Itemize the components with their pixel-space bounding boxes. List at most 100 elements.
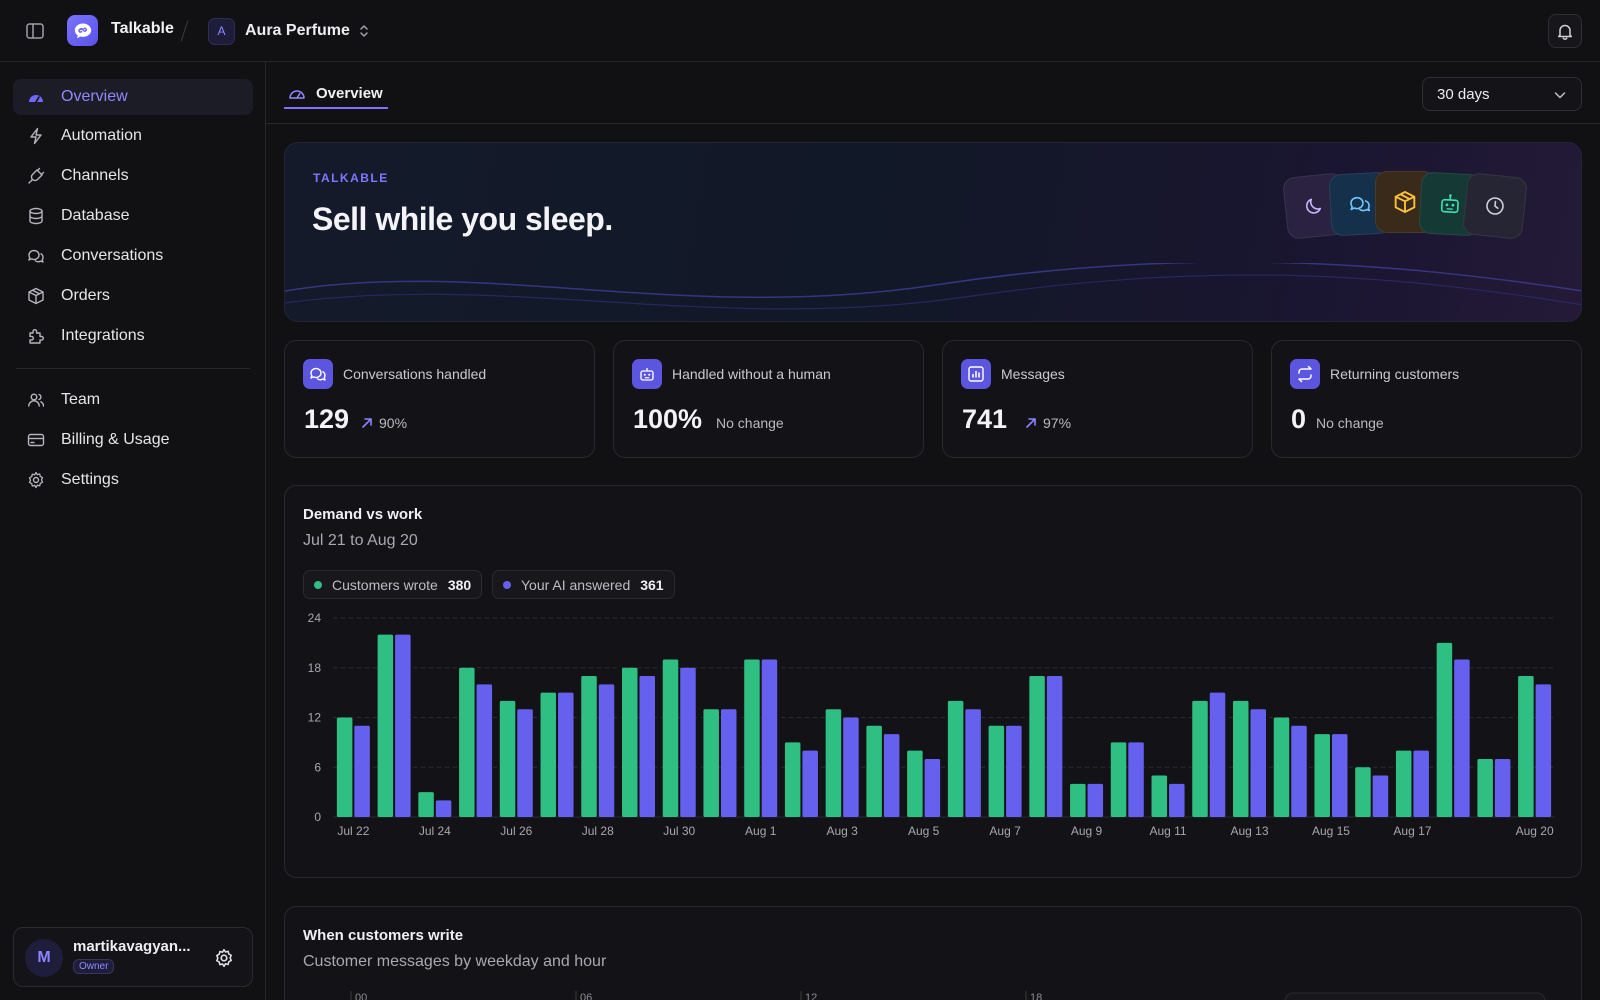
app-logo-icon: [67, 15, 98, 46]
card-title: Demand vs work: [303, 506, 423, 523]
bar-ai-answered: [517, 709, 533, 817]
y-tick-label: 6: [314, 760, 321, 774]
tab-overview[interactable]: Overview: [284, 76, 387, 110]
bar-ai-answered: [1209, 692, 1226, 817]
notifications-button[interactable]: [1548, 14, 1582, 48]
workspace-avatar: A: [208, 17, 235, 45]
bar-customers-wrote: [1110, 742, 1127, 817]
team-icon: [27, 391, 45, 409]
robot-icon: [632, 359, 662, 389]
sidebar-item-automation[interactable]: Automation: [13, 118, 253, 154]
sidebar-item-channels[interactable]: Channels: [13, 158, 253, 194]
legend-total: 361: [640, 576, 664, 593]
x-tick-label: Jul 28: [582, 824, 614, 838]
user-settings-gear-icon[interactable]: [214, 948, 234, 968]
demand-vs-work-card: Demand vs work Jul 21 to Aug 20 Customer…: [284, 485, 1582, 878]
bar-ai-answered: [558, 692, 574, 817]
chevron-up-down-icon: [360, 25, 368, 37]
stat-delta-text: 90%: [379, 415, 408, 431]
stat-value: 100%: [633, 404, 703, 434]
bar-ai-answered: [1169, 783, 1185, 817]
sidebar-item-billing[interactable]: Billing & Usage: [13, 422, 253, 458]
database-icon: [27, 207, 45, 225]
bar-customers-wrote: [1151, 775, 1168, 817]
card-title: When customers write: [303, 927, 464, 944]
bar-ai-answered: [1006, 725, 1022, 817]
bar-customers-wrote: [377, 634, 394, 817]
bar-ai-answered: [639, 676, 655, 817]
bar-customers-wrote: [1477, 758, 1493, 817]
bar-ai-answered: [1128, 742, 1144, 817]
stat-delta-text: 97%: [1043, 415, 1072, 431]
hero-title: Sell while you sleep.: [312, 201, 613, 237]
sidebar-item-overview[interactable]: Overview: [13, 79, 253, 115]
bar-customers-wrote: [1395, 750, 1412, 817]
legend-ai-answered[interactable]: Your AI answered 361: [492, 570, 675, 599]
sidebar-item-orders[interactable]: Orders: [13, 278, 253, 314]
lightning-icon: [27, 127, 45, 145]
bar-customers-wrote: [336, 717, 353, 817]
sidebar-item-label: Automation: [61, 127, 142, 144]
sidebar-item-label: Orders: [61, 287, 110, 304]
stat-label: Messages: [1001, 366, 1065, 382]
hero-banner: TALKABLE Sell while you sleep.: [284, 142, 1582, 322]
bar-customers-wrote: [418, 792, 434, 817]
workspace-name: Aura Perfume: [245, 22, 350, 39]
puzzle-icon: [27, 327, 45, 345]
card-subtitle: Customer messages by weekday and hour: [303, 953, 607, 970]
bar-ai-answered: [883, 734, 900, 817]
sidebar: Overview Automation Channels Database Co…: [0, 62, 266, 1000]
heatmap-legend-box: [1284, 992, 1546, 1000]
bar-customers-wrote: [1518, 676, 1534, 817]
bar-ai-answered: [1454, 659, 1470, 817]
hero-wave-decoration: [285, 263, 1581, 310]
x-tick-label: Aug 9: [1071, 824, 1103, 838]
stat-delta: 97%: [1025, 415, 1071, 431]
sidebar-item-integrations[interactable]: Integrations: [13, 318, 253, 354]
bar-ai-answered: [720, 709, 737, 817]
bar-customers-wrote: [866, 725, 882, 817]
arrow-up-right-icon: [1026, 418, 1036, 428]
bar-ai-answered: [924, 758, 941, 817]
breadcrumb-separator: [180, 20, 189, 42]
main-content: Overview 30 days TALKABLE Sell while you…: [266, 62, 1600, 1000]
bar-chart-icon: [961, 359, 991, 389]
bar-customers-wrote: [1192, 700, 1208, 817]
hero-kicker: TALKABLE: [313, 171, 389, 185]
sidebar-item-team[interactable]: Team: [13, 382, 253, 418]
legend-customers-wrote[interactable]: Customers wrote 380: [303, 570, 483, 599]
date-range-select[interactable]: 30 days: [1422, 77, 1582, 111]
hero-icon-stack: [1281, 171, 1535, 240]
bar-customers-wrote: [581, 676, 597, 817]
stat-card-conversations: Conversations handled 129 90%: [284, 340, 595, 458]
x-tick-label: Jul 30: [663, 824, 695, 838]
y-tick-label: 18: [308, 661, 322, 675]
demand-bar-chart: 0 6 12 18 24 Jul 22 Jul 24 Jul 26 Jul 28 Jul 30 Au…: [308, 611, 1555, 838]
stat-delta: No change: [716, 415, 784, 431]
avatar: M: [25, 939, 63, 977]
stat-value: 0: [1291, 404, 1307, 434]
sidebar-item-database[interactable]: Database: [13, 198, 253, 234]
user-card[interactable]: M martikavagyan... Owner: [13, 927, 253, 987]
bar-ai-answered: [680, 667, 696, 817]
tab-label: Overview: [316, 84, 383, 102]
stat-card-messages: Messages 741 97%: [942, 340, 1253, 458]
credit-card-icon: [27, 431, 45, 449]
sidebar-item-settings[interactable]: Settings: [13, 462, 253, 498]
chat-bubbles-icon: [27, 247, 45, 265]
sidebar-item-conversations[interactable]: Conversations: [13, 238, 253, 274]
bell-icon: [1557, 24, 1573, 40]
workspace-switcher[interactable]: A Aura Perfume: [208, 17, 370, 45]
legend-dot: [503, 580, 511, 589]
user-role-badge: Owner: [73, 959, 115, 974]
bar-ai-answered: [476, 684, 493, 817]
sidebar-item-label: Channels: [61, 167, 129, 184]
hour-tick-label: 12: [805, 992, 817, 1000]
y-tick-label: 12: [308, 711, 322, 725]
hour-tick-label: 18: [1030, 992, 1042, 1000]
sidebar-divider: [16, 368, 250, 369]
bar-customers-wrote: [784, 742, 801, 817]
legend-total: 380: [447, 576, 472, 593]
sidebar-toggle-icon[interactable]: [24, 20, 46, 42]
x-tick-label: Aug 11: [1149, 824, 1186, 838]
